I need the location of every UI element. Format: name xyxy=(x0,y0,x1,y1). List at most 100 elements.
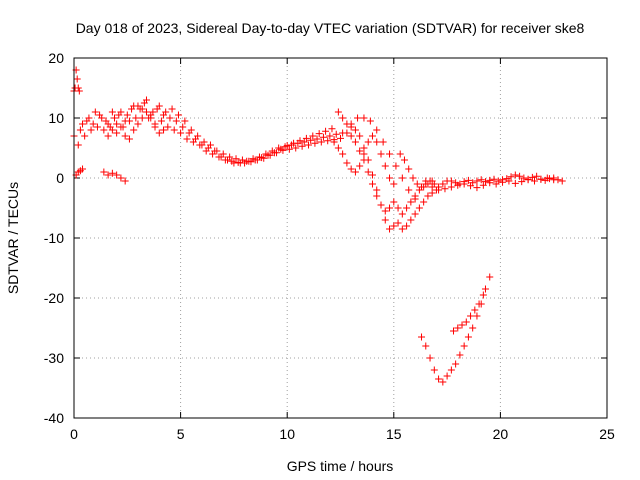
data-point xyxy=(394,204,402,212)
data-point xyxy=(74,141,82,149)
data-point xyxy=(531,177,539,185)
data-point xyxy=(108,126,116,134)
data-point xyxy=(302,134,310,142)
data-point xyxy=(130,126,138,134)
data-point xyxy=(313,135,321,143)
data-point xyxy=(528,173,536,181)
data-point xyxy=(418,183,426,191)
data-point xyxy=(108,169,116,177)
data-point xyxy=(443,372,451,380)
data-point xyxy=(168,105,176,113)
data-point xyxy=(187,126,195,134)
data-point xyxy=(386,204,394,212)
data-point xyxy=(392,162,400,170)
data-point xyxy=(368,171,376,179)
data-point xyxy=(151,123,159,131)
data-point xyxy=(516,172,524,180)
data-point xyxy=(189,138,197,146)
data-point xyxy=(373,192,381,200)
data-point xyxy=(543,174,551,182)
data-point xyxy=(108,108,116,116)
data-point xyxy=(326,132,334,140)
series-deep-dip-b xyxy=(449,291,487,335)
data-point xyxy=(454,324,462,332)
data-point xyxy=(215,153,223,161)
chart-title: Day 018 of 2023, Sidereal Day-to-day VTE… xyxy=(76,20,585,36)
data-point xyxy=(473,177,481,185)
data-point xyxy=(317,138,325,146)
data-point xyxy=(524,176,532,184)
data-point xyxy=(343,159,351,167)
data-point xyxy=(360,156,368,164)
data-point xyxy=(196,141,204,149)
data-point xyxy=(403,222,411,230)
data-point xyxy=(405,165,413,173)
data-point xyxy=(121,132,129,140)
data-point xyxy=(339,150,347,158)
data-point xyxy=(100,168,108,176)
data-point xyxy=(296,137,304,145)
data-point xyxy=(277,145,285,153)
data-point xyxy=(85,114,93,122)
data-point xyxy=(343,129,351,137)
data-point xyxy=(334,108,342,116)
data-point xyxy=(481,178,489,186)
data-point xyxy=(113,120,121,128)
data-point xyxy=(454,181,462,189)
x-tick-label: 15 xyxy=(386,426,402,442)
x-tick-labels: 0 5 10 15 20 25 xyxy=(70,426,615,442)
y-tick-label: -40 xyxy=(44,410,64,426)
data-point xyxy=(270,149,278,157)
data-point xyxy=(347,165,355,173)
data-point xyxy=(471,306,479,314)
data-point xyxy=(368,132,376,140)
data-point xyxy=(351,168,359,176)
data-point xyxy=(469,324,477,332)
data-point xyxy=(356,162,364,170)
data-point xyxy=(221,156,229,164)
data-point xyxy=(490,175,498,183)
data-point xyxy=(104,132,112,140)
data-point xyxy=(360,114,368,122)
data-point xyxy=(162,108,170,116)
data-point xyxy=(170,126,178,134)
series-drop-b xyxy=(343,129,436,218)
data-point xyxy=(447,177,455,185)
data-point xyxy=(330,138,338,146)
data-point xyxy=(179,123,187,131)
data-point xyxy=(157,117,165,125)
data-point xyxy=(347,132,355,140)
series-mid-hump xyxy=(104,108,168,143)
data-point xyxy=(125,135,133,143)
series-hump-b xyxy=(347,114,419,203)
data-point xyxy=(462,318,470,326)
data-point xyxy=(300,138,308,146)
data-point xyxy=(339,114,347,122)
data-point xyxy=(407,216,415,224)
data-point xyxy=(100,126,108,134)
data-point xyxy=(364,138,372,146)
data-point xyxy=(104,171,112,179)
data-point xyxy=(181,117,189,125)
data-point xyxy=(142,108,150,116)
plot-frame xyxy=(73,57,608,419)
data-point xyxy=(292,144,300,152)
data-point xyxy=(213,147,221,155)
data-point xyxy=(499,178,507,186)
data-point xyxy=(142,96,150,104)
data-point xyxy=(537,175,545,183)
data-point xyxy=(394,219,402,227)
data-point xyxy=(377,201,385,209)
data-point xyxy=(418,333,426,341)
data-point xyxy=(400,156,408,164)
gridlines xyxy=(74,58,607,418)
data-point xyxy=(307,136,315,144)
data-point xyxy=(398,225,406,233)
data-point xyxy=(428,189,436,197)
data-point xyxy=(117,123,125,131)
y-tick-labels: -40 -30 -20 -10 0 10 20 xyxy=(44,50,64,426)
data-point xyxy=(390,180,398,188)
series-low-cluster xyxy=(72,165,129,185)
data-point xyxy=(467,312,475,320)
data-point xyxy=(234,158,242,166)
